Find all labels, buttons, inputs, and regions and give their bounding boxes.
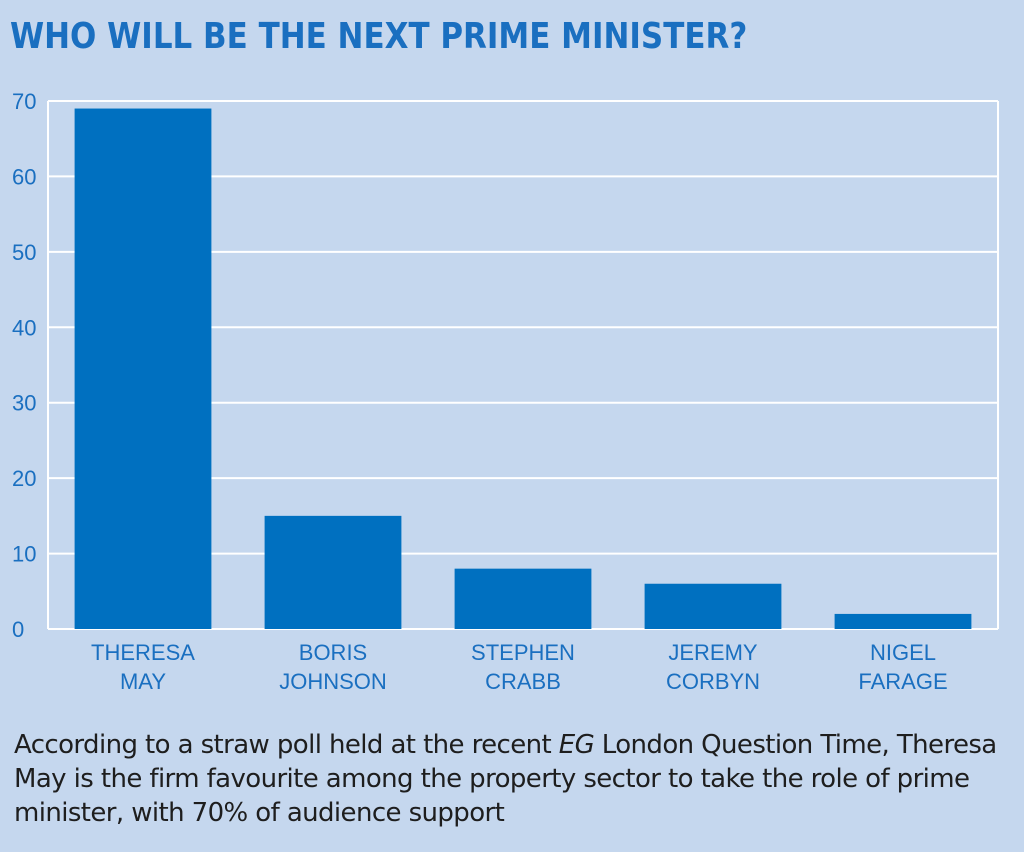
y-tick-label: 10	[12, 542, 36, 567]
y-tick-label: 70	[12, 89, 36, 114]
axis-layer: 0 10 20 30 40 50 60 70 THERESA MAY BORIS JOHNSON STE…	[12, 89, 948, 694]
x-category-label: STEPHEN	[471, 640, 575, 665]
y-tick-label: 40	[12, 315, 36, 340]
bar	[264, 515, 402, 629]
caption-text-after: London Question Time, Theresa May is the…	[14, 730, 997, 828]
chart-caption: According to a straw poll held at the re…	[14, 728, 1014, 830]
x-category-label: BORIS	[299, 640, 367, 665]
y-tick-label: 30	[12, 391, 36, 416]
bar	[644, 583, 782, 629]
bar	[74, 108, 212, 630]
x-category-label: FARAGE	[858, 669, 947, 694]
x-category-label: JOHNSON	[279, 669, 387, 694]
y-tick-label: 50	[12, 240, 36, 265]
x-category-label: NIGEL	[870, 640, 936, 665]
x-category-label: MAY	[120, 669, 166, 694]
y-tick-label: 60	[12, 164, 36, 189]
x-category-label: CORBYN	[666, 669, 760, 694]
caption-text-before: According to a straw poll held at the re…	[14, 730, 559, 760]
y-tick-label: 0	[12, 617, 24, 642]
x-category-label: CRABB	[485, 669, 561, 694]
chart-title: WHO WILL BE THE NEXT PRIME MINISTER?	[10, 16, 748, 57]
caption-text-italic: EG	[558, 730, 595, 760]
bar	[834, 613, 972, 629]
x-category-label: THERESA	[91, 640, 195, 665]
bar	[454, 568, 592, 629]
bar-chart: 0 10 20 30 40 50 60 70 THERESA MAY BORIS JOHNSON STE…	[12, 89, 999, 694]
bar-layer	[74, 108, 972, 630]
x-category-label: JEREMY	[668, 640, 758, 665]
y-tick-label: 20	[12, 466, 36, 491]
